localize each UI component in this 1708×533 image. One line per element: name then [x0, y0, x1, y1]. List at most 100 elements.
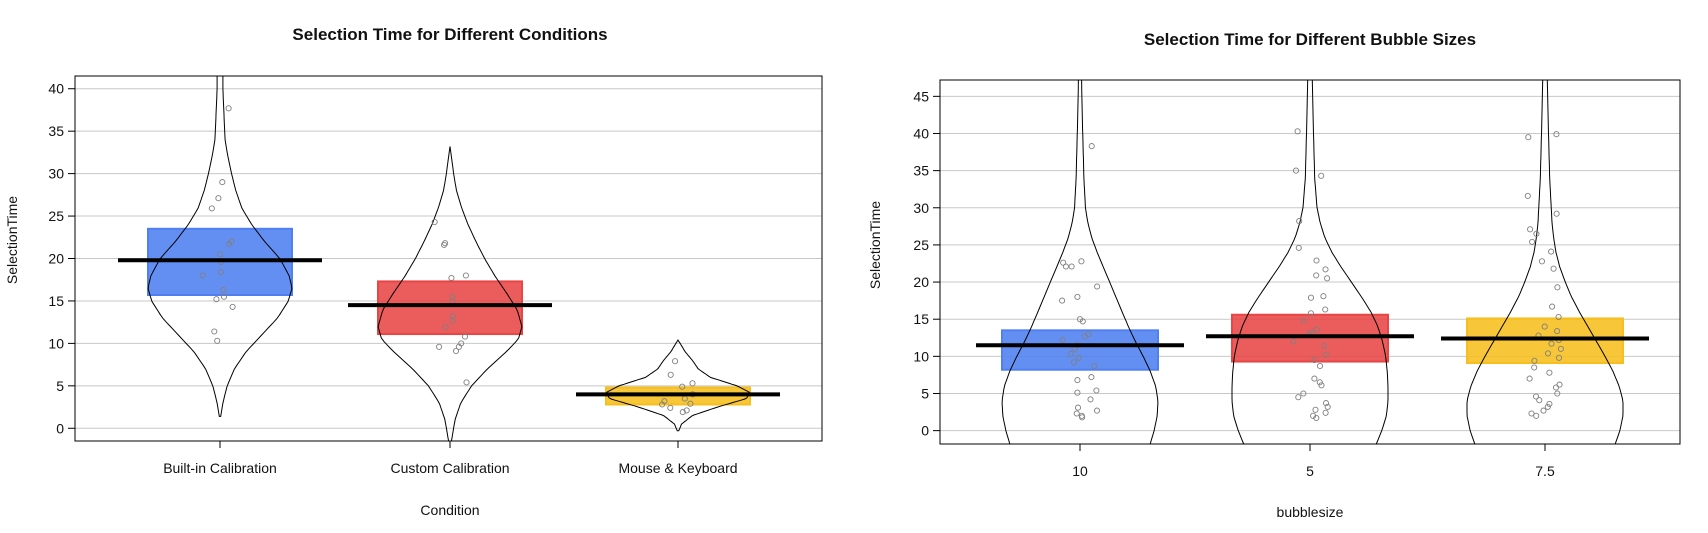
data-point	[220, 286, 227, 293]
data-point	[225, 105, 232, 112]
data-point	[1307, 310, 1314, 317]
data-point	[667, 371, 674, 378]
data-point	[1529, 238, 1536, 245]
data-point	[1067, 351, 1074, 358]
data-point	[1322, 306, 1329, 313]
x-axis-label: bubblesize	[1277, 504, 1344, 520]
x-axis-label: Condition	[420, 502, 479, 518]
data-point	[1525, 134, 1532, 141]
data-point	[436, 343, 443, 350]
data-point	[1322, 351, 1329, 358]
data-point	[214, 337, 221, 344]
data-point	[431, 218, 438, 226]
y-tick-label: 15	[48, 293, 64, 309]
data-point	[1318, 172, 1325, 179]
x-tick-label: 10	[1072, 463, 1088, 479]
data-point	[442, 324, 449, 331]
x-tick-label: 5	[1306, 463, 1314, 479]
y-tick-label: 40	[913, 125, 929, 141]
data-point	[219, 179, 226, 186]
data-point	[679, 409, 686, 416]
data-point	[1313, 257, 1320, 264]
data-point	[1313, 326, 1320, 333]
data-point	[1295, 394, 1302, 401]
data-point	[1321, 342, 1328, 349]
data-point	[211, 328, 218, 335]
data-point	[449, 317, 456, 324]
data-point	[1322, 400, 1330, 407]
y-tick-label: 0	[56, 420, 64, 436]
data-point	[1318, 382, 1325, 389]
data-point	[1526, 375, 1533, 382]
y-tick-label: 5	[56, 378, 64, 394]
data-point	[1546, 369, 1553, 376]
data-point	[1541, 323, 1548, 330]
data-point	[1544, 350, 1552, 357]
data-point	[1322, 409, 1329, 416]
data-point	[1294, 128, 1301, 135]
data-point	[1320, 293, 1327, 300]
plot-frame	[74, 75, 823, 442]
data-point	[1554, 390, 1561, 397]
y-tick-label: 20	[48, 251, 64, 267]
data-point	[1078, 258, 1085, 265]
data-point	[1307, 294, 1315, 301]
data-point	[1073, 410, 1080, 417]
data-point	[1300, 390, 1307, 397]
data-point	[217, 251, 224, 258]
data-point	[1324, 403, 1331, 410]
data-point	[1059, 297, 1066, 304]
data-point	[449, 313, 456, 320]
y-tick-label: 40	[48, 81, 64, 97]
data-point	[1538, 258, 1546, 265]
data-point	[1550, 265, 1557, 272]
data-point	[1546, 400, 1553, 407]
y-tick-label: 35	[913, 163, 929, 179]
data-point	[448, 274, 455, 282]
data-point	[1549, 303, 1556, 310]
data-point	[1548, 248, 1555, 255]
data-point	[452, 347, 460, 355]
violin-outline	[1001, 79, 1159, 445]
data-point	[1316, 362, 1324, 370]
x-tick-label: 7.5	[1535, 463, 1555, 479]
y-tick-label: 10	[913, 348, 929, 364]
y-tick-label: 15	[913, 311, 929, 327]
data-point	[208, 205, 215, 212]
data-point	[1074, 377, 1081, 384]
y-tick-label: 20	[913, 274, 929, 290]
data-point	[1528, 410, 1535, 417]
data-point	[217, 269, 224, 276]
data-point	[1093, 387, 1100, 394]
data-point	[226, 241, 233, 248]
data-point	[1074, 404, 1082, 411]
data-point	[1553, 131, 1560, 138]
data-point	[1088, 143, 1095, 150]
data-point	[1059, 336, 1066, 344]
data-point	[1313, 414, 1320, 422]
data-point	[1312, 406, 1319, 413]
data-point	[683, 407, 690, 414]
violin-outline	[377, 146, 523, 442]
y-tick-label: 30	[48, 166, 64, 182]
y-axis-label: SelectionTime	[4, 196, 20, 284]
data-point	[1081, 333, 1088, 340]
data-point	[215, 195, 222, 202]
data-point	[463, 379, 470, 386]
y-tick-label: 5	[921, 385, 929, 401]
y-tick-label: 0	[921, 423, 929, 439]
data-point	[1074, 293, 1081, 300]
ci-bar	[1466, 317, 1624, 365]
y-tick-label: 10	[48, 335, 64, 351]
data-point	[1068, 263, 1075, 270]
x-tick-label: Built-in Calibration	[163, 460, 277, 476]
data-point	[1531, 364, 1538, 371]
data-point	[1070, 359, 1078, 366]
data-point	[1524, 192, 1531, 199]
data-point	[1557, 345, 1564, 352]
data-point	[455, 343, 462, 350]
data-point	[229, 303, 236, 310]
y-tick-label: 25	[913, 237, 929, 253]
